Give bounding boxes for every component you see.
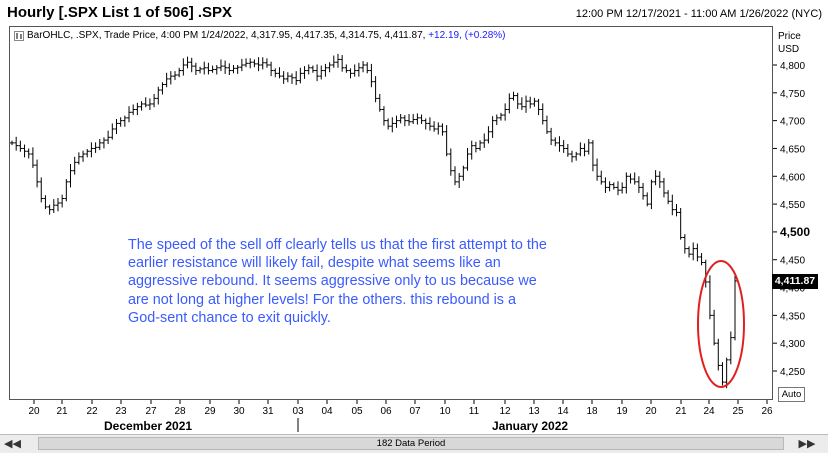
x-tick-label: 19: [616, 406, 628, 417]
price-axis: 4,250 4,300 4,350 4,400 4,450 4,500 4,550 4,600…: [773, 61, 810, 378]
y-tick-label: 4,450: [780, 256, 805, 267]
x-tick-label: 12: [499, 406, 511, 417]
x-tick-label: 20: [645, 406, 657, 417]
title-bar: Hourly [.SPX List 1 of 506] .SPX 12:00 P…: [0, 0, 828, 26]
x-tick-label: 22: [86, 406, 98, 417]
ohlc-bars: [10, 53, 737, 389]
x-tick-label: 11: [469, 406, 480, 417]
rebound-ellipse: [697, 260, 745, 388]
x-tick-label: 30: [233, 406, 245, 417]
y-tick-label: 4,700: [780, 117, 805, 128]
y-tick-label: 4,500: [780, 225, 810, 239]
auto-scale-button[interactable]: Auto: [778, 387, 805, 402]
y-tick-label: 4,550: [780, 200, 805, 211]
x-tick-label: 13: [528, 406, 540, 417]
scroll-right-icon[interactable]: ▶▶: [798, 438, 816, 450]
x-tick-label: 21: [56, 406, 68, 417]
annotation-note: The speed of the sell off clearly tells …: [128, 237, 547, 326]
date-range: 12:00 PM 12/17/2021 - 11:00 AM 1/26/2022…: [575, 8, 822, 20]
x-tick-label: 28: [174, 406, 186, 417]
y-tick-label: 4,800: [780, 61, 805, 72]
y-tick-label: 4,600: [780, 172, 805, 183]
x-tick-label: 31: [262, 406, 274, 417]
time-scrollbar[interactable]: ◀◀ 182 Data Period ▶▶: [0, 434, 828, 453]
x-tick-label: 27: [145, 406, 157, 417]
bar-chart-icon: [14, 30, 24, 41]
x-tick-label: 20: [28, 406, 40, 417]
month-label-december: December 2021: [104, 419, 193, 433]
y-tick-label: 4,250: [780, 367, 805, 378]
month-label-january: January 2022: [492, 419, 569, 433]
x-tick-label: 04: [321, 406, 333, 417]
x-tick-label: 26: [761, 406, 773, 417]
price-axis-header: Price USD: [778, 30, 801, 56]
x-tick-label: 03: [292, 406, 304, 417]
x-tick-label: 05: [351, 406, 363, 417]
plot-area[interactable]: [9, 26, 773, 400]
x-tick-label: 18: [586, 406, 598, 417]
price-axis-label: Price: [778, 31, 801, 42]
y-tick-label: 4,300: [780, 339, 805, 350]
last-price-tag: 4,411.87: [772, 274, 818, 289]
x-tick-label: 21: [675, 406, 687, 417]
x-tick-label: 07: [409, 406, 421, 417]
x-tick-label: 23: [115, 406, 127, 417]
x-tick-label: 24: [703, 406, 715, 417]
legend-change: +12.19, (+0.28%): [428, 30, 506, 41]
x-tick-label: 29: [204, 406, 216, 417]
data-period-label: 182 Data Period: [376, 438, 446, 449]
y-tick-label: 4,400: [780, 284, 805, 295]
x-tick-label: 10: [439, 406, 451, 417]
currency-label: USD: [778, 44, 800, 55]
scroll-thumb[interactable]: 182 Data Period: [38, 437, 784, 450]
y-tick-label: 4,750: [780, 89, 805, 100]
legend-text: BarOHLC, .SPX, Trade Price, 4:00 PM 1/24…: [27, 30, 426, 41]
x-tick-label: 14: [557, 406, 569, 417]
x-tick-label: 06: [380, 406, 392, 417]
chart-title: Hourly [.SPX List 1 of 506] .SPX: [7, 4, 233, 21]
series-legend[interactable]: BarOHLC, .SPX, Trade Price, 4:00 PM 1/24…: [14, 30, 505, 41]
x-tick-label: 25: [732, 406, 744, 417]
scroll-left-icon[interactable]: ◀◀: [4, 438, 21, 450]
y-tick-label: 4,350: [780, 311, 805, 322]
date-axis: 20 21 22 23 27 28 29 30 31 03 04 05 06 07 10 11 12 13 14 18…: [28, 400, 773, 432]
y-tick-label: 4,650: [780, 144, 805, 155]
